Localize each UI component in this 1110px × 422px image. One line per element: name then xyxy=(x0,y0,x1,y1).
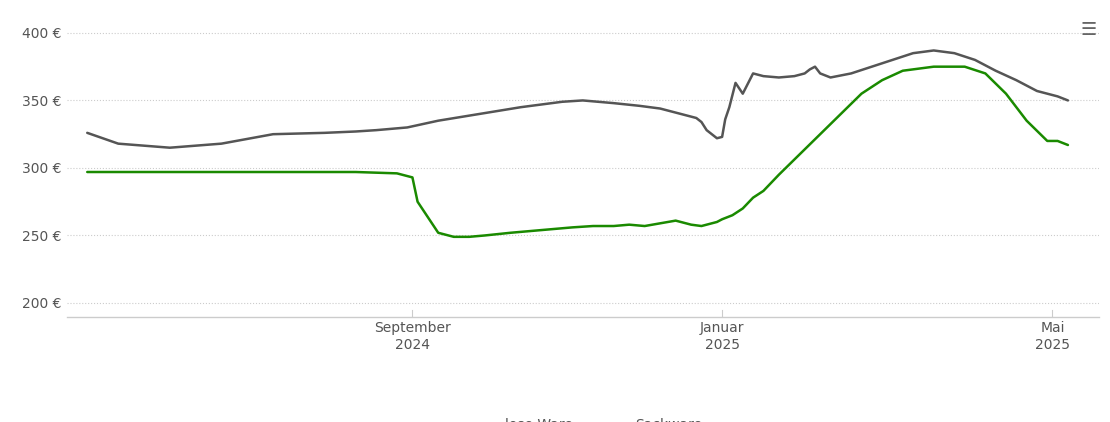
Text: ☰: ☰ xyxy=(1080,21,1097,39)
Legend: lose Ware, Sackware: lose Ware, Sackware xyxy=(457,412,708,422)
